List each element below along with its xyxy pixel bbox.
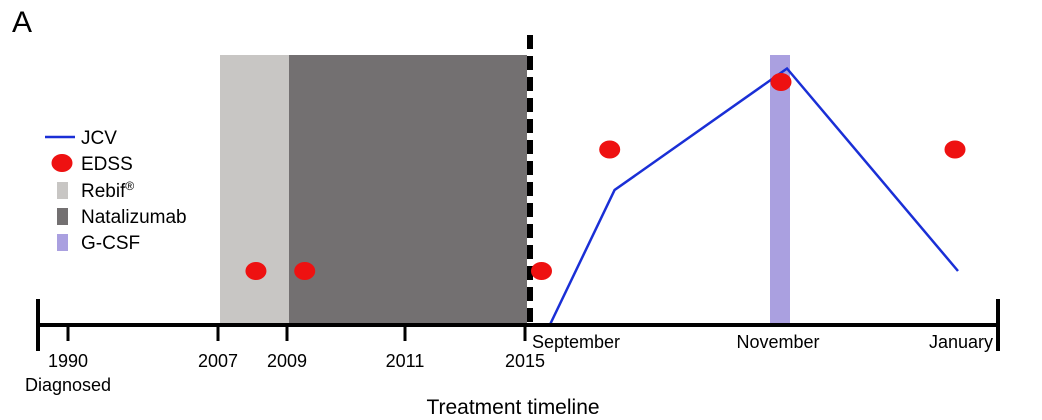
legend-label-edss: EDSS [81, 154, 133, 175]
data-series [245, 66, 966, 326]
x-tick-label-2011: 2011 [386, 351, 425, 371]
legend-label-rebif: Rebif® [81, 179, 134, 202]
treatment-bands [220, 55, 790, 325]
legend-swatch-natalizumab [57, 208, 68, 225]
series-point-edss-1 [294, 262, 316, 280]
series-point-edss-2 [531, 262, 552, 280]
legend-label-natalizumab: Natalizumab [81, 207, 187, 228]
x-tick-label-january: January [929, 332, 993, 352]
legend: JCV EDSS Rebif® Natalizumab G-CSF [45, 128, 187, 254]
legend-swatch-rebif [57, 182, 68, 199]
series-point-edss-3 [599, 140, 621, 159]
band-rebif [220, 55, 289, 325]
x-tick-sublabel-diagnosed: Diagnosed [25, 375, 111, 395]
panel-label: A [12, 6, 32, 39]
x-tick-label-september: September [532, 332, 620, 352]
series-line-jcv [548, 66, 959, 326]
x-axis-label: Treatment timeline [426, 396, 599, 419]
band-g-csf [770, 55, 790, 325]
series-point-edss-0 [245, 262, 267, 280]
legend-swatch-g-csf [57, 234, 68, 251]
legend-swatch-edss [51, 154, 73, 172]
x-tick-label-2009: 2009 [267, 351, 307, 371]
band-natalizumab [289, 55, 527, 325]
series-point-edss-5 [944, 140, 966, 159]
x-tick-label-november: November [736, 332, 819, 352]
legend-label-g-csf: G-CSF [81, 233, 140, 254]
x-tick-label-2015: 2015 [505, 351, 545, 371]
x-tick-label-1990: 1990 [48, 351, 88, 371]
x-tick-label-2007: 2007 [198, 351, 238, 371]
legend-label-jcv: JCV [81, 128, 117, 149]
series-point-edss-4 [770, 73, 792, 91]
